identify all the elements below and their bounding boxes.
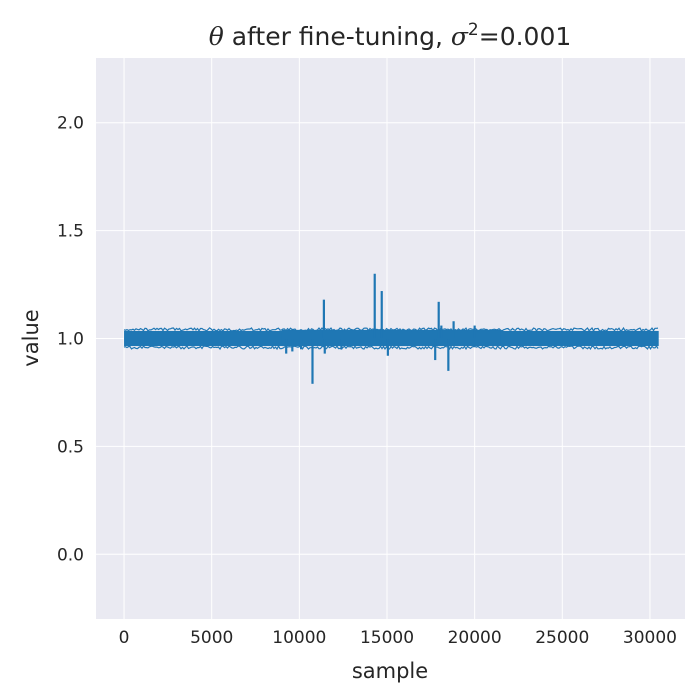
y-tick-label: 1.0 [57, 330, 84, 350]
x-tick-labels: 0 5000 10000 15000 20000 25000 30000 [119, 628, 677, 648]
y-tick-label: 0.5 [57, 437, 84, 457]
x-tick-label: 0 [119, 628, 130, 648]
x-tick-label: 30000 [623, 628, 677, 648]
x-tick-label: 10000 [272, 628, 326, 648]
x-tick-label: 25000 [535, 628, 589, 648]
x-tick-label: 20000 [448, 628, 502, 648]
x-tick-label: 5000 [190, 628, 233, 648]
chart-title: θ after fine-tuning, σ2=0.001 [209, 20, 572, 51]
y-tick-label: 1.5 [57, 222, 84, 242]
y-tick-label: 2.0 [57, 114, 84, 134]
y-tick-labels: 0.0 0.5 1.0 1.5 2.0 [57, 114, 84, 566]
x-tick-label: 15000 [360, 628, 414, 648]
y-axis-label: value [19, 309, 43, 366]
x-axis-label: sample [352, 659, 428, 683]
noise-band-dense [281, 329, 501, 347]
noise-band-edge-top [123, 326, 659, 333]
series-line [123, 273, 659, 384]
y-tick-label: 0.0 [57, 545, 84, 565]
noise-band-edge-bottom [123, 344, 659, 351]
